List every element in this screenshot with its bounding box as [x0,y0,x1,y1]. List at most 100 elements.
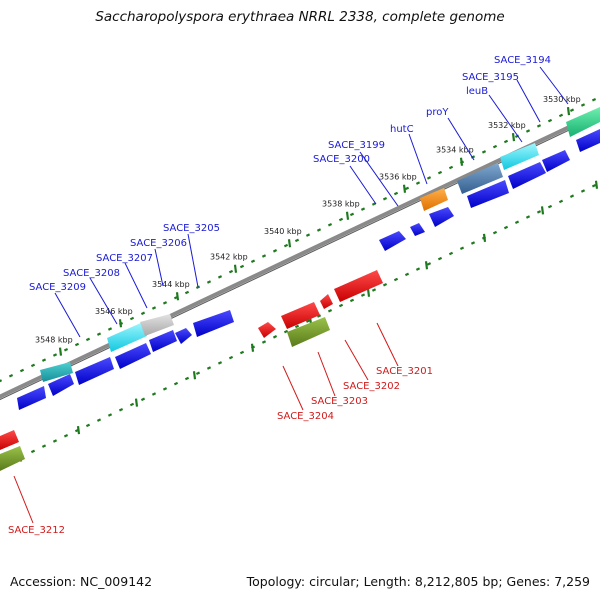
genome-summary-text: Topology: circular; Length: 8,212,805 bp… [246,574,590,589]
gene-label[interactable]: SACE_3204 [277,411,334,422]
ring-dot [349,212,355,217]
gene-label[interactable]: SACE_3199 [328,140,385,151]
ring-dot [206,280,212,284]
ring-dot [437,170,443,175]
major-tick [118,319,123,328]
ring-dot [305,233,311,237]
ring-dot [569,108,575,112]
ring-dot [63,434,69,438]
ring-dot [217,275,223,279]
major-tick [134,398,139,407]
major-tick [76,425,81,435]
gene-arrow[interactable] [429,207,454,227]
ring-dot [338,217,344,222]
gene-arrow[interactable] [48,374,74,396]
gene-label[interactable]: SACE_3212 [8,525,65,536]
gene-arrow[interactable] [379,231,406,251]
ring-dot [41,358,47,362]
gene-label[interactable]: SACE_3203 [311,396,368,407]
ring-dot [525,129,531,133]
gene-label[interactable]: leuB [466,86,488,97]
ring-dot [426,262,432,266]
ring-dot [239,350,245,355]
ring-dot [261,254,267,258]
gene-label[interactable]: SACE_3206 [130,238,187,249]
gene-label[interactable]: SACE_3205 [163,223,220,234]
gene-arrow[interactable] [508,162,546,189]
ring-dot [184,376,190,381]
major-tick [424,261,429,270]
ring-dot [272,249,278,253]
ring-dot [151,392,157,396]
gene-arrow[interactable] [0,430,19,450]
gene-label[interactable]: SACE_3208 [63,268,120,279]
gene-label[interactable]: SACE_3207 [96,253,153,264]
ring-dot [305,319,311,323]
gene-arrow[interactable] [115,343,151,369]
gene-arrow[interactable] [281,302,320,329]
gene-arrow[interactable] [258,322,276,338]
gene-arrow[interactable] [457,163,503,194]
ring-dot [129,316,135,321]
gene-label[interactable]: SACE_3200 [313,154,370,165]
gene-label[interactable]: SACE_3202 [343,381,400,392]
gene-label[interactable]: SACE_3201 [376,366,433,377]
gene-label[interactable]: SACE_3194 [494,55,551,66]
gene-label[interactable]: hutC [390,124,414,135]
ring-dot [52,439,58,443]
ring-dot [272,335,278,339]
gene-arrow[interactable] [334,270,383,302]
ring-dot [316,314,322,318]
ring-dot [129,402,135,407]
ring-dot [393,277,399,282]
ring-dot [151,306,157,310]
gene-arrow[interactable] [17,386,46,410]
major-tick [366,288,371,297]
gene-arrow[interactable] [140,314,174,336]
gene-arrow[interactable] [542,150,570,172]
major-tick [287,239,292,248]
ring-dot [283,329,289,334]
ring-dot [382,283,388,287]
gene-arrow[interactable] [467,180,509,208]
gene-arrow[interactable] [566,107,600,137]
ring-dot [415,181,421,185]
ring-dot [360,207,366,211]
gene-arrow[interactable] [193,310,234,337]
major-tick [402,184,407,193]
tick-label: 3536 kbp [379,173,417,182]
tick-label: 3534 kbp [436,146,474,155]
gene-arrow[interactable] [500,143,539,170]
gene-label[interactable]: SACE_3195 [462,72,519,83]
gene-label[interactable]: SACE_3209 [29,282,86,293]
ring-dot [349,298,355,303]
ring-dot [591,98,597,102]
ring-dot [327,309,333,313]
gene-arrow[interactable] [175,328,192,344]
gene-arrow[interactable] [410,223,425,236]
ring-dot [162,387,168,391]
gene-arrow[interactable] [287,317,330,347]
gene-arrow[interactable] [320,294,333,309]
gene-arrow[interactable] [107,322,147,352]
ring-dot [591,184,597,188]
gene-arrow[interactable] [0,446,25,471]
major-tick [345,211,350,220]
ring-dot [404,272,410,277]
ring-dot [107,327,113,331]
ring-dot [195,371,201,375]
ring-dot [470,241,476,245]
gene-arrow[interactable] [75,357,114,385]
gene-label[interactable]: proY [426,107,449,118]
gene-arrow[interactable] [576,129,600,152]
reverse-strand-features [0,270,383,471]
gene-arrow[interactable] [149,330,177,352]
major-tick [233,264,238,273]
ring-dot [580,189,586,193]
gene-arrow[interactable] [40,362,73,382]
ring-dot [536,124,542,128]
major-tick [540,206,545,215]
gene-arrow[interactable] [420,188,448,211]
ring-dot [503,225,509,230]
